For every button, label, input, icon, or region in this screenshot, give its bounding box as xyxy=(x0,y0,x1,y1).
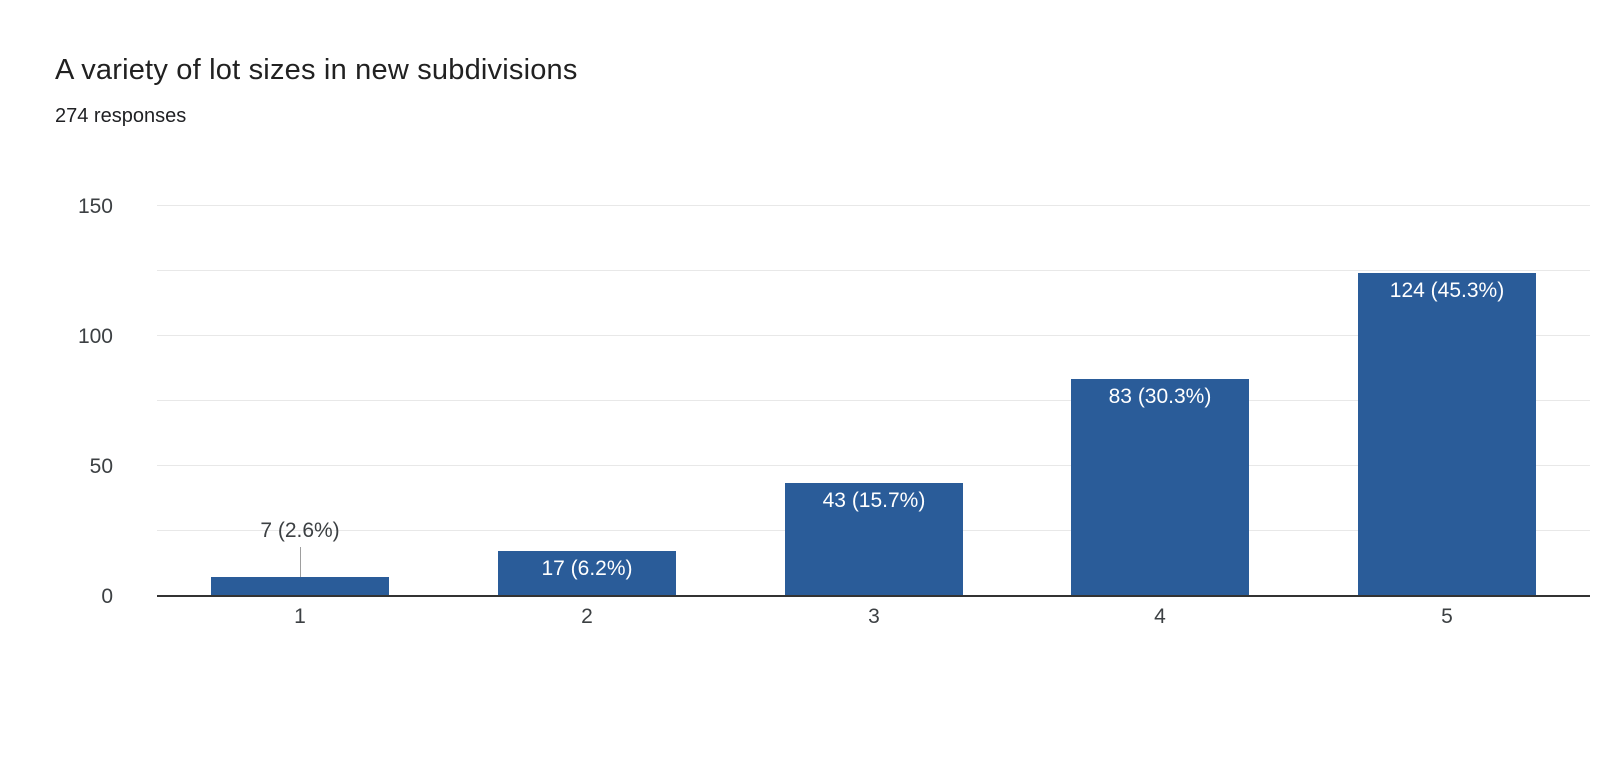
gridline-75 xyxy=(157,400,1590,401)
bar-value-label: 124 (45.3%) xyxy=(1389,279,1505,302)
y-tick-label-50: 50 xyxy=(89,455,113,478)
y-tick-label-0: 0 xyxy=(101,585,113,608)
bar-value-label: 17 (6.2%) xyxy=(541,557,633,580)
gridline-125 xyxy=(157,270,1590,271)
x-tick-label-3: 3 xyxy=(868,605,880,628)
y-tick-label-150: 150 xyxy=(77,195,113,218)
y-tick-label-100: 100 xyxy=(77,325,113,348)
x-tick-label-5: 5 xyxy=(1441,605,1453,628)
bar-category-3[interactable]: 43 (15.7%) xyxy=(785,483,963,595)
gridline-50 xyxy=(157,465,1590,466)
response-count: 274 responses xyxy=(55,105,187,127)
bar-category-1[interactable] xyxy=(211,577,389,595)
bar-value-label: 43 (15.7%) xyxy=(822,489,926,512)
x-axis: 1 2 3 4 5 xyxy=(157,605,1590,635)
bar-value-label: 83 (30.3%) xyxy=(1108,385,1212,408)
bar-category-5[interactable]: 124 (45.3%) xyxy=(1358,273,1536,595)
plot-area: 7 (2.6%) 17 (6.2%) 43 (15.7%) 83 (30.3%) 124… xyxy=(157,205,1590,597)
gridline-150 xyxy=(157,205,1590,206)
chart-title: A variety of lot sizes in new subdivisio… xyxy=(55,54,578,86)
bar-value-label: 7 (2.6%) xyxy=(260,519,340,542)
y-axis: 0 50 100 150 xyxy=(0,195,140,608)
x-tick-label-4: 4 xyxy=(1154,605,1166,628)
bar-category-2[interactable]: 17 (6.2%) xyxy=(498,551,676,595)
bar-category-4[interactable]: 83 (30.3%) xyxy=(1071,379,1249,595)
gridline-100 xyxy=(157,335,1590,336)
leader-line xyxy=(300,547,301,577)
x-tick-label-2: 2 xyxy=(581,605,593,628)
x-tick-label-1: 1 xyxy=(294,605,306,628)
